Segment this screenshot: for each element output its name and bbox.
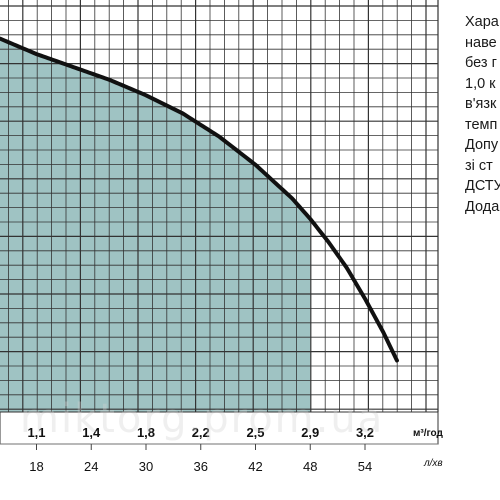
secondary-tick-label: 3,2	[356, 425, 374, 440]
side-text-line: наве	[465, 34, 497, 51]
side-text-line: зі ст	[465, 157, 493, 174]
curve-layer	[0, 36, 399, 363]
x-tick-label: 54	[358, 459, 372, 474]
x-tick-label: 24	[84, 459, 98, 474]
side-text-line: 1,0 к	[465, 75, 496, 92]
secondary-axis-unit: м³/год	[413, 428, 444, 439]
x-tick-label: 42	[248, 459, 262, 474]
secondary-tick-label: 1,1	[27, 425, 45, 440]
side-text-line: Хара	[465, 14, 499, 30]
shaded-area-layer	[0, 38, 311, 412]
secondary-tick-label: 2,9	[301, 425, 319, 440]
side-text-line: темп	[465, 116, 498, 133]
x-axis-unit: л/хв	[423, 458, 443, 469]
performance-curve	[0, 36, 399, 363]
secondary-tick-label: 1,8	[137, 425, 155, 440]
secondary-tick-label: 1,4	[82, 425, 101, 440]
side-text-line: без г	[465, 55, 497, 71]
secondary-tick-label: 2,2	[192, 425, 210, 440]
secondary-tick-label: 2,5	[246, 425, 264, 440]
side-description-text: Хара наве без г 1,0 к в'язк темп Допу зі…	[465, 12, 500, 217]
side-text-line: в'язк	[465, 96, 497, 112]
x-tick-label: 48	[303, 459, 317, 474]
side-text-line: Дода	[465, 198, 500, 215]
shaded-operating-area	[0, 38, 311, 412]
x-tick-label: 30	[139, 459, 153, 474]
x-tick-label: 36	[194, 459, 208, 474]
axis-layer: 1,1 1,4 1,8 2,2 2,5 2,9 3,2 м³/год 18 24 30 36 42 48 5…	[0, 411, 444, 474]
side-text-line: Допу	[465, 137, 499, 153]
x-tick-label: 18	[29, 459, 43, 474]
side-text-line: ДСТУ	[465, 178, 500, 194]
